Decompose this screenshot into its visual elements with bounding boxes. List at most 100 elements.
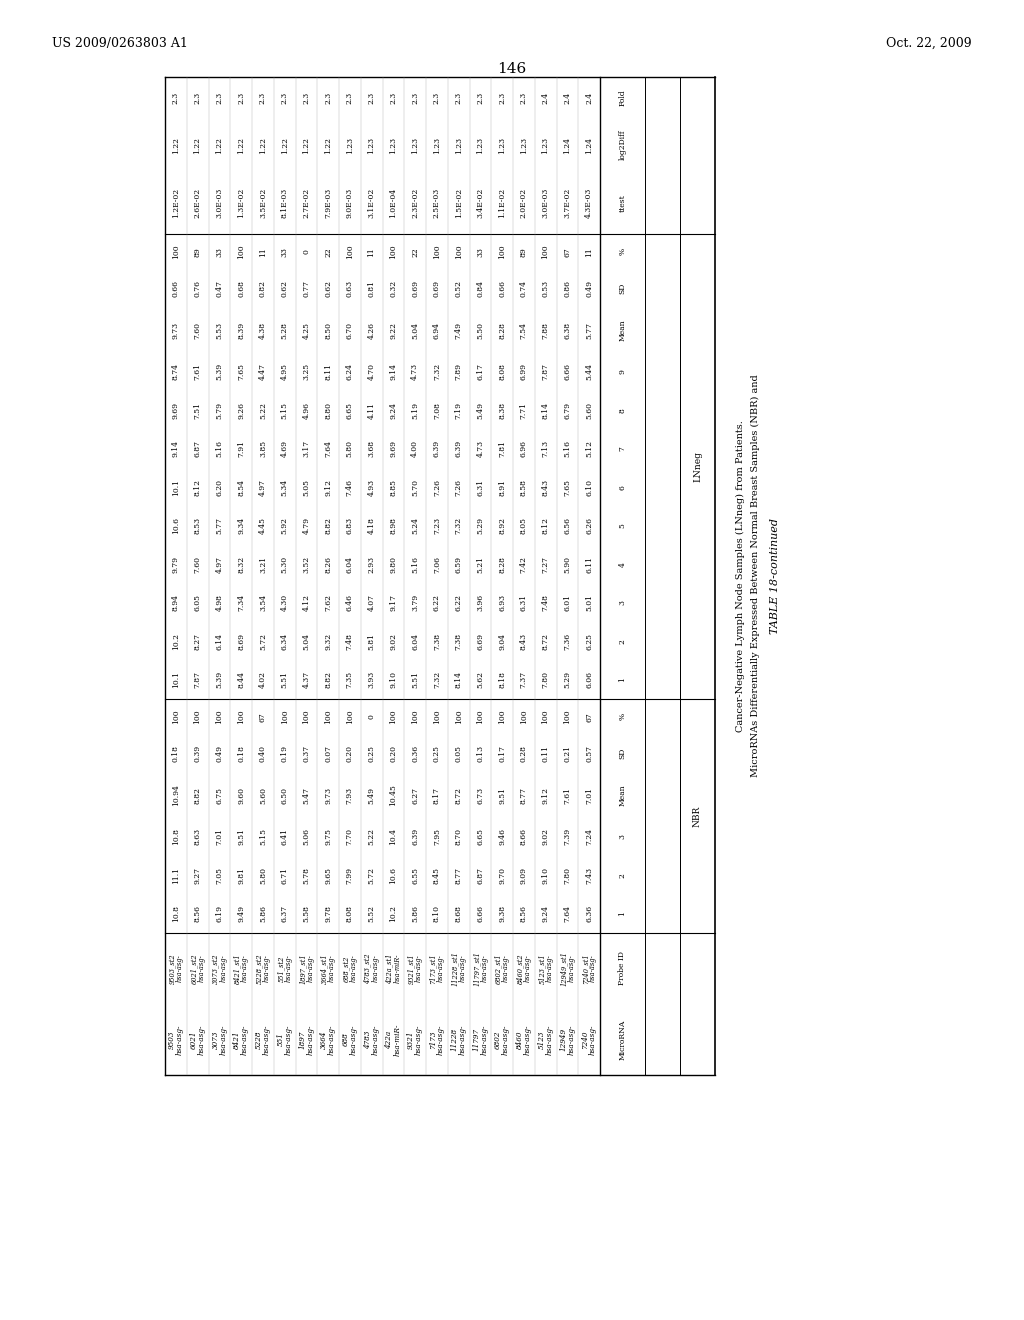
Text: 8.26: 8.26: [325, 556, 332, 573]
Text: 9: 9: [618, 370, 627, 374]
Text: 0.76: 0.76: [194, 280, 202, 297]
Text: 8.28: 8.28: [498, 322, 506, 339]
Text: 1.23: 1.23: [433, 136, 441, 153]
Text: 7173_st1: 7173_st1: [429, 953, 437, 983]
Text: 7.01: 7.01: [585, 787, 593, 804]
Text: hsa-asg-: hsa-asg-: [328, 1024, 336, 1055]
Text: 12949: 12949: [559, 1028, 567, 1051]
Text: 7.54: 7.54: [520, 322, 528, 339]
Text: 100: 100: [433, 244, 441, 259]
Text: 11228: 11228: [451, 1028, 459, 1051]
Text: 3.52: 3.52: [302, 556, 310, 573]
Text: 6.87: 6.87: [194, 440, 202, 457]
Text: 8.10: 8.10: [433, 906, 441, 923]
Text: 5.22: 5.22: [259, 401, 267, 418]
Text: 4.69: 4.69: [281, 440, 289, 457]
Text: 12949_st1: 12949_st1: [559, 950, 567, 986]
Text: 5.06: 5.06: [302, 828, 310, 845]
Text: MicroRNAs Differentially Expressed Between Normal Breast Samples (NBR) and: MicroRNAs Differentially Expressed Betwe…: [751, 375, 760, 777]
Text: 1.23: 1.23: [520, 136, 528, 153]
Text: 5.22: 5.22: [368, 828, 376, 845]
Text: 8.74: 8.74: [172, 363, 180, 380]
Text: 6021: 6021: [189, 1030, 198, 1048]
Text: 5.29: 5.29: [476, 517, 484, 535]
Text: 5.52: 5.52: [368, 906, 376, 923]
Text: 2.3: 2.3: [238, 91, 245, 104]
Text: 7.89: 7.89: [455, 363, 463, 380]
Text: 5.04: 5.04: [411, 322, 419, 339]
Text: 7.01: 7.01: [215, 828, 223, 845]
Text: 4.07: 4.07: [368, 594, 376, 611]
Text: 3.25: 3.25: [302, 363, 310, 380]
Text: 3.0E-03: 3.0E-03: [542, 187, 550, 218]
Text: 2.5E-03: 2.5E-03: [433, 187, 441, 218]
Text: 7.80: 7.80: [542, 671, 550, 688]
Text: 7.70: 7.70: [346, 828, 354, 845]
Text: 7.65: 7.65: [238, 363, 245, 380]
Text: 9.65: 9.65: [325, 867, 332, 883]
Text: 9.24: 9.24: [389, 401, 397, 418]
Text: 6.31: 6.31: [476, 479, 484, 496]
Text: 6.10: 6.10: [585, 479, 593, 495]
Text: 1.24: 1.24: [585, 136, 593, 153]
Text: 8.08: 8.08: [498, 363, 506, 380]
Text: 2.3: 2.3: [302, 91, 310, 104]
Text: 6.06: 6.06: [585, 671, 593, 688]
Text: 8.14: 8.14: [542, 401, 550, 418]
Text: 10.1: 10.1: [172, 671, 180, 688]
Text: 6.55: 6.55: [411, 867, 419, 883]
Text: 7.26: 7.26: [455, 479, 463, 495]
Text: 0.49: 0.49: [215, 746, 223, 762]
Text: 8.68: 8.68: [455, 906, 463, 923]
Text: 4.79: 4.79: [302, 517, 310, 535]
Text: 0.62: 0.62: [325, 280, 332, 297]
Text: 100: 100: [302, 709, 310, 723]
Text: 5.29: 5.29: [563, 671, 571, 688]
Text: 0.74: 0.74: [520, 280, 528, 297]
Text: 0.82: 0.82: [259, 280, 267, 297]
Text: 9.14: 9.14: [172, 440, 180, 457]
Text: 6.37: 6.37: [281, 906, 289, 923]
Text: 0.63: 0.63: [346, 280, 354, 297]
Text: 1897: 1897: [298, 1030, 306, 1048]
Text: 2.3: 2.3: [368, 91, 376, 104]
Text: 4.96: 4.96: [302, 401, 310, 418]
Text: 0.21: 0.21: [563, 746, 571, 762]
Text: 7.32: 7.32: [455, 517, 463, 535]
Text: 8421: 8421: [233, 1030, 242, 1048]
Text: 7.60: 7.60: [194, 556, 202, 573]
Text: 5.86: 5.86: [411, 906, 419, 923]
Text: 2.3: 2.3: [476, 91, 484, 104]
Text: hsa-asg-: hsa-asg-: [328, 954, 336, 982]
Text: 0.69: 0.69: [433, 280, 441, 297]
Text: 1.22: 1.22: [302, 136, 310, 153]
Text: 5.51: 5.51: [281, 671, 289, 688]
Text: 6.73: 6.73: [476, 787, 484, 804]
Text: 8.12: 8.12: [194, 479, 202, 495]
Text: 6.79: 6.79: [563, 401, 571, 418]
Text: 9.81: 9.81: [238, 867, 245, 883]
Text: 6802: 6802: [495, 1030, 502, 1048]
Text: 10.6: 10.6: [172, 517, 180, 535]
Text: 0.66: 0.66: [172, 280, 180, 297]
Text: 7.13: 7.13: [542, 440, 550, 457]
Text: 5.16: 5.16: [411, 556, 419, 573]
Text: 8.32: 8.32: [238, 556, 245, 573]
Text: %: %: [618, 248, 627, 255]
Text: 0.57: 0.57: [585, 746, 593, 762]
Text: 7.36: 7.36: [563, 632, 571, 649]
Text: 3.1E-02: 3.1E-02: [368, 187, 376, 218]
Text: hsa-asg-: hsa-asg-: [546, 954, 554, 982]
Text: 8.82: 8.82: [325, 517, 332, 535]
Text: 1.22: 1.22: [172, 136, 180, 153]
Text: 1.22: 1.22: [259, 136, 267, 153]
Text: 9.70: 9.70: [498, 867, 506, 883]
Text: 8.63: 8.63: [194, 828, 202, 845]
Text: hsa-asg-: hsa-asg-: [306, 1024, 314, 1055]
Text: 8.69: 8.69: [238, 632, 245, 649]
Text: 4: 4: [618, 562, 627, 566]
Text: 8.28: 8.28: [498, 556, 506, 573]
Text: 7.38: 7.38: [433, 632, 441, 649]
Text: 3.17: 3.17: [302, 440, 310, 457]
Text: 7.19: 7.19: [455, 401, 463, 418]
